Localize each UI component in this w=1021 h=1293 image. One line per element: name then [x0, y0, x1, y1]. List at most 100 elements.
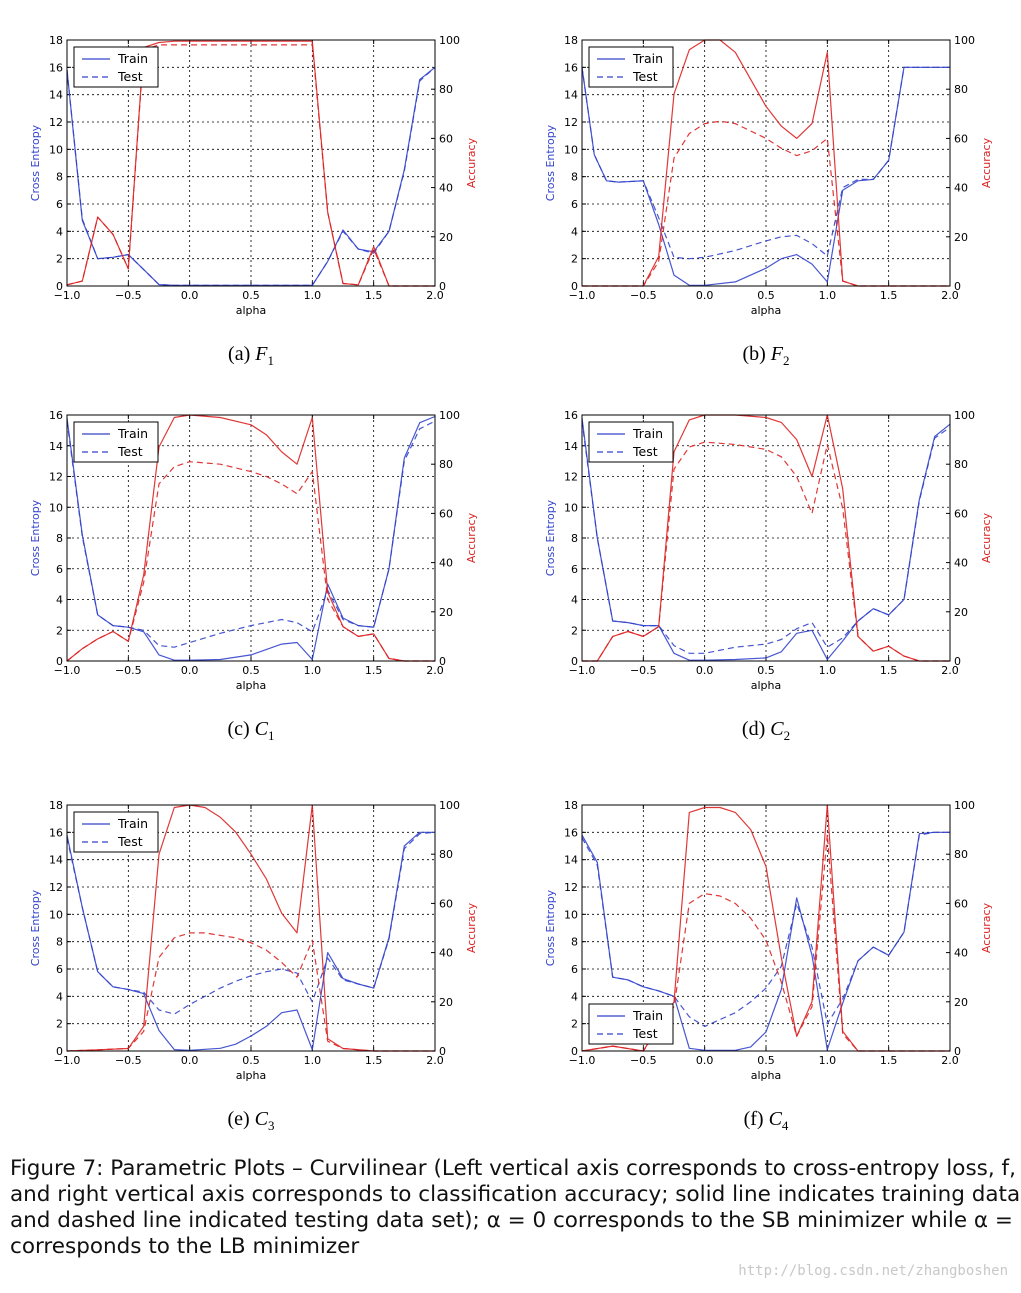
x-tick-label: 1.5 — [365, 289, 383, 302]
subfigure-caption-index: (b) — [742, 343, 770, 365]
legend: Train Test — [588, 421, 674, 463]
subfigure-caption-subscript: 3 — [268, 1118, 275, 1133]
y-tick-label-right: 80 — [439, 848, 453, 861]
y-tick-label-left: 0 — [56, 280, 63, 293]
legend-label-train: Train — [632, 1008, 663, 1023]
y-tick-label-left: 8 — [571, 936, 578, 949]
loss-test-line — [66, 66, 436, 286]
x-tick-label: 1.5 — [365, 1054, 383, 1067]
x-tick-label: 0.0 — [181, 289, 199, 302]
y-tick-label-left: 10 — [564, 908, 578, 921]
y-tick-label-left: 8 — [56, 532, 63, 545]
x-tick-label: 1.0 — [819, 289, 837, 302]
x-tick-label: 0.0 — [696, 289, 714, 302]
y-tick-label-left: 14 — [49, 89, 63, 102]
y-tick-label-left: 2 — [56, 624, 63, 637]
y-tick-label-right: 100 — [439, 34, 460, 47]
accuracy-test-line — [66, 461, 435, 662]
y-tick-label-left: 16 — [49, 409, 63, 422]
y-tick-label-left: 2 — [56, 253, 63, 266]
subfigure-caption-symbol: C — [769, 1108, 783, 1130]
subfigure-caption-label: (d) C — [742, 718, 784, 740]
accuracy-test-line — [66, 44, 435, 287]
y-tick-label-right: 100 — [954, 799, 975, 812]
y-tick-label-left: 6 — [571, 563, 578, 576]
x-tick-label: −0.5 — [115, 289, 142, 302]
subfigure-caption: (b) F2 — [742, 343, 789, 368]
y-tick-label-right: 80 — [954, 83, 968, 96]
accuracy-train-line — [582, 39, 950, 287]
loss-test-line — [66, 420, 436, 648]
y-tick-label-right: 100 — [954, 409, 975, 422]
y-tick-label-left: 12 — [49, 881, 63, 894]
y-tick-label-left: 0 — [571, 280, 578, 293]
subfigure-caption: (e) C3 — [227, 1108, 274, 1133]
legend-label-test: Test — [632, 1026, 658, 1041]
y-axis-label-left: Cross Entropy — [544, 124, 557, 201]
y-tick-label-left: 2 — [571, 624, 578, 637]
accuracy-test-line — [582, 120, 950, 287]
subfigure-caption-subscript: 2 — [783, 353, 790, 368]
y-tick-label-right: 100 — [439, 409, 460, 422]
y-tick-label-left: 16 — [564, 409, 578, 422]
y-tick-label-right: 0 — [439, 280, 446, 293]
y-tick-label-right: 40 — [439, 947, 453, 960]
x-tick-label: 1.0 — [819, 664, 837, 677]
chart-panel-1: −1.0 −0.5 0.0 0.5 1.0 1.5 2.002468101214161802… — [29, 34, 478, 368]
loss-test-line — [581, 66, 950, 260]
y-tick-label-left: 4 — [571, 594, 578, 607]
subfigure-caption-subscript: 1 — [267, 353, 274, 368]
x-tick-label: 0.5 — [757, 664, 775, 677]
x-tick-label: 0.0 — [696, 1054, 714, 1067]
x-tick-label: 0.0 — [696, 664, 714, 677]
y-tick-label-right: 20 — [439, 231, 453, 244]
subfigure-caption-symbol: F — [770, 343, 784, 365]
x-tick-label: 1.0 — [304, 664, 322, 677]
y-tick-label-right: 100 — [439, 799, 460, 812]
chart-panel-5: −1.0 −0.5 0.0 0.5 1.0 1.5 2.002468101214161802… — [29, 799, 478, 1133]
chart-panel-4: −1.0 −0.5 0.0 0.5 1.0 1.5 2.002468101214160204… — [544, 409, 993, 743]
legend-box — [588, 421, 674, 463]
y-tick-label-right: 60 — [954, 132, 968, 145]
x-tick-label: 0.5 — [757, 1054, 775, 1067]
y-tick-label-right: 60 — [439, 507, 453, 520]
y-axis-label-left: Cross Entropy — [29, 889, 42, 966]
legend-box — [73, 46, 159, 88]
y-tick-label-right: 0 — [439, 655, 446, 668]
x-tick-label: 0.0 — [181, 1054, 199, 1067]
accuracy-test-line — [581, 833, 950, 1052]
x-tick-label: −0.5 — [115, 664, 142, 677]
y-tick-label-left: 8 — [571, 532, 578, 545]
y-tick-label-left: 14 — [49, 854, 63, 867]
y-tick-label-right: 0 — [954, 1045, 961, 1058]
legend-box — [588, 1003, 674, 1045]
legend: Train Test — [73, 421, 159, 463]
x-tick-label: 2.0 — [941, 289, 959, 302]
y-tick-label-left: 10 — [49, 908, 63, 921]
x-tick-label: 1.5 — [880, 1054, 898, 1067]
x-axis-label: alpha — [236, 679, 267, 692]
y-tick-label-left: 2 — [571, 253, 578, 266]
x-tick-label: −0.5 — [630, 289, 657, 302]
x-tick-label: −0.5 — [630, 664, 657, 677]
x-axis-label: alpha — [751, 1069, 782, 1082]
y-tick-label-left: 14 — [564, 440, 578, 453]
loss-test-line — [581, 831, 950, 1028]
x-axis-label: alpha — [751, 679, 782, 692]
legend-label-train: Train — [632, 51, 663, 66]
y-tick-label-left: 12 — [564, 881, 578, 894]
y-tick-label-right: 40 — [954, 947, 968, 960]
x-tick-label: −0.5 — [630, 1054, 657, 1067]
loss-test-line — [581, 421, 951, 654]
y-tick-label-left: 6 — [56, 563, 63, 576]
y-axis-label-right: Accuracy — [980, 137, 993, 188]
y-tick-label-left: 10 — [49, 501, 63, 514]
x-tick-label: 1.0 — [819, 1054, 837, 1067]
y-tick-label-left: 6 — [571, 963, 578, 976]
subfigure-caption-label: (a) F — [228, 343, 268, 365]
subfigure-caption-symbol: C — [255, 1108, 269, 1130]
legend-label-test: Test — [632, 69, 658, 84]
legend: Train Test — [588, 46, 674, 88]
y-tick-label-right: 20 — [439, 996, 453, 1009]
